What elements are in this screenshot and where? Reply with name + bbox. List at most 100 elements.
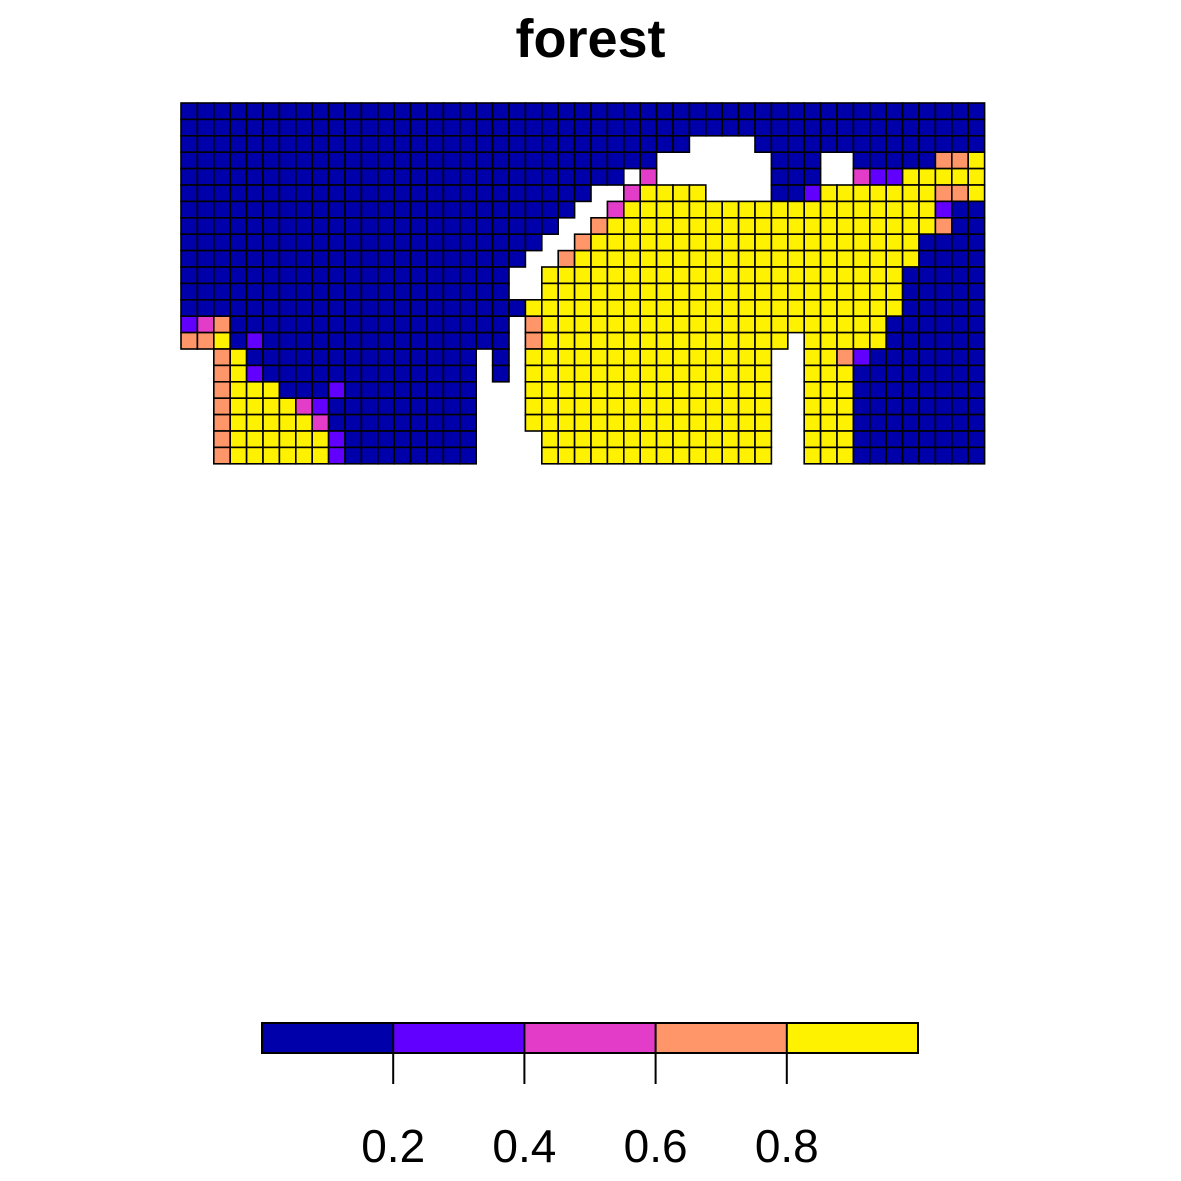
raster-cell xyxy=(786,167,805,186)
raster-cell xyxy=(442,298,461,317)
raster-cell xyxy=(229,315,248,334)
raster-cell xyxy=(245,249,264,268)
raster-cell xyxy=(311,135,330,154)
raster-cell xyxy=(704,446,723,465)
raster-cell xyxy=(344,413,363,432)
raster-cell xyxy=(819,413,838,432)
raster-cell xyxy=(442,233,461,252)
raster-cell xyxy=(737,331,756,350)
raster-cell xyxy=(836,135,855,154)
raster-cell xyxy=(458,184,477,203)
raster-cell xyxy=(688,298,707,317)
raster-cell xyxy=(573,249,592,268)
raster-cell xyxy=(918,282,937,301)
legend-tick-label: 0.8 xyxy=(755,1120,819,1172)
raster-cell xyxy=(704,315,723,334)
raster-cell xyxy=(950,315,969,334)
raster-cell xyxy=(294,233,313,252)
raster-cell xyxy=(573,348,592,367)
raster-cell xyxy=(967,249,986,268)
raster-cell xyxy=(360,151,379,170)
raster-cell xyxy=(393,282,412,301)
raster-cell xyxy=(934,151,953,170)
raster-cell xyxy=(426,380,445,399)
raster-cell xyxy=(409,151,428,170)
raster-cell xyxy=(672,298,691,317)
raster-cell xyxy=(540,167,559,186)
raster-cell xyxy=(901,364,920,383)
legend-swatch xyxy=(262,1023,394,1053)
raster-cell xyxy=(639,282,658,301)
raster-cell xyxy=(754,331,773,350)
raster-cell xyxy=(196,151,215,170)
raster-cell xyxy=(557,430,576,449)
raster-cell xyxy=(278,249,297,268)
raster-cell xyxy=(655,397,674,416)
raster-cell xyxy=(376,298,395,317)
raster-cell xyxy=(180,118,199,137)
raster-cell xyxy=(639,430,658,449)
raster-cell xyxy=(524,380,543,399)
raster-cell xyxy=(737,233,756,252)
raster-cell xyxy=(819,430,838,449)
raster-cell xyxy=(770,217,789,236)
raster-cell xyxy=(360,298,379,317)
raster-cell xyxy=(868,151,887,170)
raster-cell xyxy=(622,233,641,252)
raster-cell xyxy=(573,135,592,154)
raster-cell xyxy=(868,282,887,301)
raster-cell xyxy=(672,184,691,203)
raster-cell xyxy=(967,430,986,449)
raster-cell xyxy=(442,249,461,268)
raster-cell xyxy=(344,266,363,285)
raster-cell xyxy=(901,200,920,219)
raster-cell xyxy=(590,102,609,121)
raster-cell xyxy=(393,430,412,449)
raster-cell xyxy=(557,380,576,399)
raster-cell xyxy=(262,397,281,416)
raster-cell xyxy=(852,151,871,170)
raster-cell xyxy=(868,446,887,465)
raster-cell xyxy=(442,266,461,285)
raster-cell xyxy=(950,331,969,350)
raster-cell xyxy=(360,266,379,285)
raster-cell xyxy=(918,167,937,186)
raster-cell xyxy=(278,413,297,432)
raster-cell xyxy=(245,315,264,334)
raster-cell xyxy=(409,249,428,268)
raster-cell xyxy=(852,298,871,317)
raster-cell xyxy=(180,315,199,334)
raster-cell xyxy=(245,364,264,383)
raster-cell xyxy=(229,413,248,432)
raster-cell xyxy=(262,315,281,334)
legend-tick-label: 0.2 xyxy=(361,1120,425,1172)
raster-cell xyxy=(491,348,510,367)
raster-cell xyxy=(688,118,707,137)
raster-cell xyxy=(786,249,805,268)
raster-cell xyxy=(245,348,264,367)
raster-cell xyxy=(754,118,773,137)
raster-cell xyxy=(245,298,264,317)
raster-cell xyxy=(885,233,904,252)
raster-cell xyxy=(590,298,609,317)
raster-cell xyxy=(475,135,494,154)
raster-cell xyxy=(737,380,756,399)
raster-cell xyxy=(180,102,199,121)
raster-cell xyxy=(245,331,264,350)
raster-cell xyxy=(967,413,986,432)
raster-cell xyxy=(229,397,248,416)
raster-cell xyxy=(344,380,363,399)
raster-cell xyxy=(294,413,313,432)
raster-cell xyxy=(360,331,379,350)
color-legend: 0.2 0.4 0.6 0.8 xyxy=(261,1022,919,1172)
raster-cell xyxy=(475,200,494,219)
raster-cell xyxy=(655,217,674,236)
raster-cell xyxy=(278,184,297,203)
raster-cell xyxy=(344,151,363,170)
legend-swatch xyxy=(655,1023,787,1053)
raster-cell xyxy=(950,135,969,154)
raster-cell xyxy=(672,135,691,154)
raster-cell xyxy=(180,135,199,154)
raster-cell xyxy=(934,380,953,399)
